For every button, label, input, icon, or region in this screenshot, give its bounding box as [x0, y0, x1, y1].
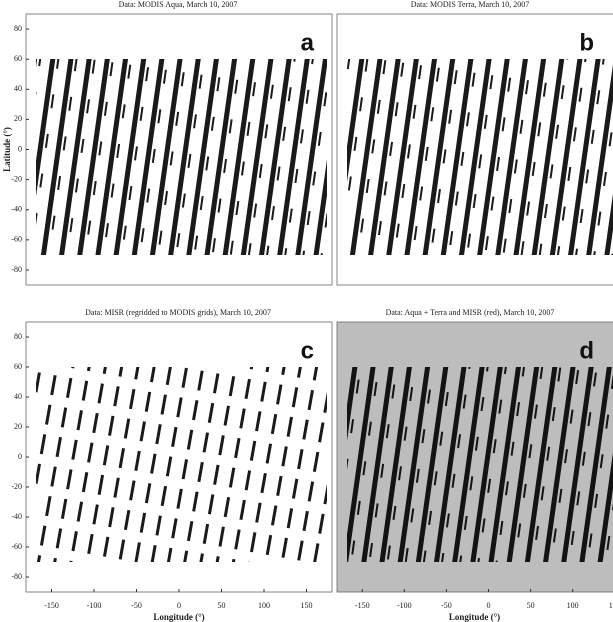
coverage-swaths — [36, 59, 327, 255]
x-tick-label: 100 — [258, 601, 270, 610]
x-tick-label: 50 — [527, 601, 535, 610]
coverage — [36, 59, 327, 255]
y-tick-label: -60 — [11, 235, 22, 244]
x-tick-label: 50 — [218, 601, 226, 610]
y-tick-label: 80 — [14, 24, 22, 33]
panel-title: Data: MODIS Terra, March 10, 2007 — [411, 0, 530, 9]
coverage-swaths — [347, 367, 613, 562]
panel-title: Data: MISR (regridded to MODIS grids), M… — [85, 308, 271, 317]
y-tick-label: 20 — [14, 114, 22, 123]
x-tick-label: 150 — [609, 601, 613, 610]
panel-label: a — [301, 29, 315, 56]
coverage — [347, 367, 613, 562]
y-tick-label: 0 — [18, 452, 22, 461]
x-tick-label: -100 — [397, 601, 412, 610]
x-tick-label: 0 — [487, 601, 491, 610]
x-axis-label: Longitude (°) — [449, 612, 500, 622]
y-axis-label: Latitude (°) — [2, 127, 12, 172]
y-tick-label: 40 — [14, 392, 22, 401]
coverage — [347, 59, 613, 255]
panel-title: Data: MODIS Aqua, March 10, 2007 — [119, 0, 238, 9]
y-tick-label: 0 — [18, 144, 22, 153]
x-tick-label: -150 — [44, 601, 59, 610]
y-tick-label: 80 — [14, 332, 22, 341]
y-tick-label: 20 — [14, 422, 22, 431]
x-tick-label: -50 — [131, 601, 142, 610]
x-tick-label: -50 — [441, 601, 452, 610]
y-tick-label: -40 — [11, 205, 22, 214]
panel-label: b — [579, 29, 594, 56]
y-tick-label: -40 — [11, 512, 22, 521]
y-tick-label: -20 — [11, 482, 22, 491]
y-tick-label: 60 — [14, 54, 22, 63]
y-tick-label: -60 — [11, 542, 22, 551]
panel-label: c — [301, 337, 314, 364]
x-tick-label: -100 — [87, 601, 102, 610]
x-axis-label: Longitude (°) — [153, 612, 204, 622]
panel-title: Data: Aqua + Terra and MISR (red), March… — [386, 308, 555, 317]
x-tick-label: 0 — [177, 601, 181, 610]
x-tick-label: 100 — [567, 601, 579, 610]
x-tick-label: 150 — [301, 601, 313, 610]
coverage-swaths — [347, 59, 613, 255]
y-tick-label: 40 — [14, 84, 22, 93]
y-tick-label: 60 — [14, 362, 22, 371]
panel-label: d — [579, 337, 594, 364]
y-tick-label: -80 — [11, 572, 22, 581]
coverage-swaths — [36, 367, 327, 562]
y-tick-label: -80 — [11, 265, 22, 274]
y-tick-label: -20 — [11, 174, 22, 183]
x-tick-label: -150 — [355, 601, 370, 610]
coverage — [36, 367, 327, 562]
